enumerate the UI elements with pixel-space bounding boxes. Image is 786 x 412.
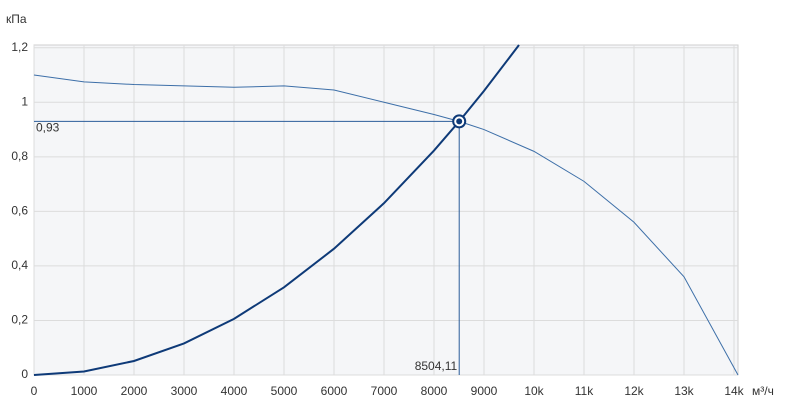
x-tick-label: 6000 [321, 384, 348, 398]
x-tick-label: 4000 [221, 384, 248, 398]
x-tick-label: 2000 [121, 384, 148, 398]
x-tick-label: 8000 [421, 384, 448, 398]
x-tick-label: 7000 [371, 384, 398, 398]
y-tick-label: 1 [21, 94, 28, 108]
y-tick-label: 0,2 [11, 313, 28, 327]
x-tick-label: 9000 [471, 384, 498, 398]
y-axis-label: кПа [6, 12, 27, 26]
y-tick-label: 0,6 [11, 204, 28, 218]
x-tick-label: 1000 [71, 384, 98, 398]
x-tick-label: 0 [31, 384, 38, 398]
x-axis-label: м³/ч [752, 384, 774, 398]
y-tick-label: 0 [21, 367, 28, 381]
x-annotation: 8504,11 [415, 359, 458, 373]
x-tick-label: 14k [724, 384, 744, 398]
x-tick-label: 10k [524, 384, 544, 398]
x-tick-label: 5000 [271, 384, 298, 398]
y-tick-label: 0,4 [11, 258, 28, 272]
y-tick-label: 1,2 [11, 40, 28, 54]
y-tick-label: 0,8 [11, 149, 28, 163]
plot-area [33, 44, 739, 376]
x-tick-label: 12k [624, 384, 644, 398]
operating-point-core [456, 118, 463, 125]
x-tick-label: 3000 [171, 384, 198, 398]
x-tick-label: 13k [674, 384, 694, 398]
series-line [33, 74, 739, 376]
y-annotation: 0,93 [36, 121, 60, 135]
x-tick-label: 11k [575, 384, 594, 398]
